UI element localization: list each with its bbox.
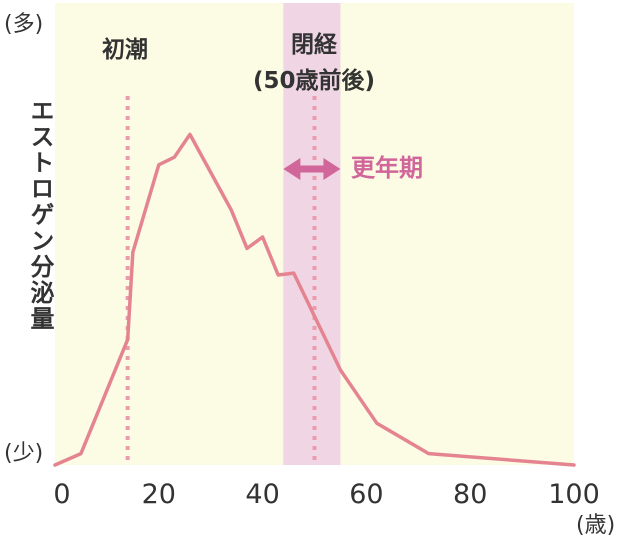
x-tick-label: 20 (142, 479, 176, 510)
y-axis-bottom-label: (少) (4, 441, 43, 466)
x-tick-label: 0 (53, 479, 70, 510)
x-tick-label: 80 (453, 479, 487, 510)
menopausal-period-arrow-left-head (283, 158, 301, 180)
estrogen-curve (53, 132, 576, 467)
menopause-label: 閉経 (291, 31, 338, 58)
y-axis-label: エストロゲン分泌量 (26, 98, 54, 332)
x-tick-label: 40 (245, 479, 279, 510)
x-tick-label: 100 (548, 479, 600, 510)
menopausal-period-arrow (283, 158, 341, 180)
menarche-label: 初潮 (102, 36, 148, 63)
menopausal-period-band (283, 3, 341, 465)
menopausal-period-arrow-right-head (323, 158, 341, 180)
x-tick-label: 60 (349, 479, 383, 510)
menopausal-period-label: 更年期 (351, 154, 423, 182)
x-axis-unit-label: (歳) (576, 513, 615, 538)
y-axis-top-label: (多) (4, 12, 43, 37)
menopause-age-label: (50歳前後) (253, 67, 375, 94)
x-axis-ticks: 0 20 40 60 80 100 (53, 479, 599, 510)
